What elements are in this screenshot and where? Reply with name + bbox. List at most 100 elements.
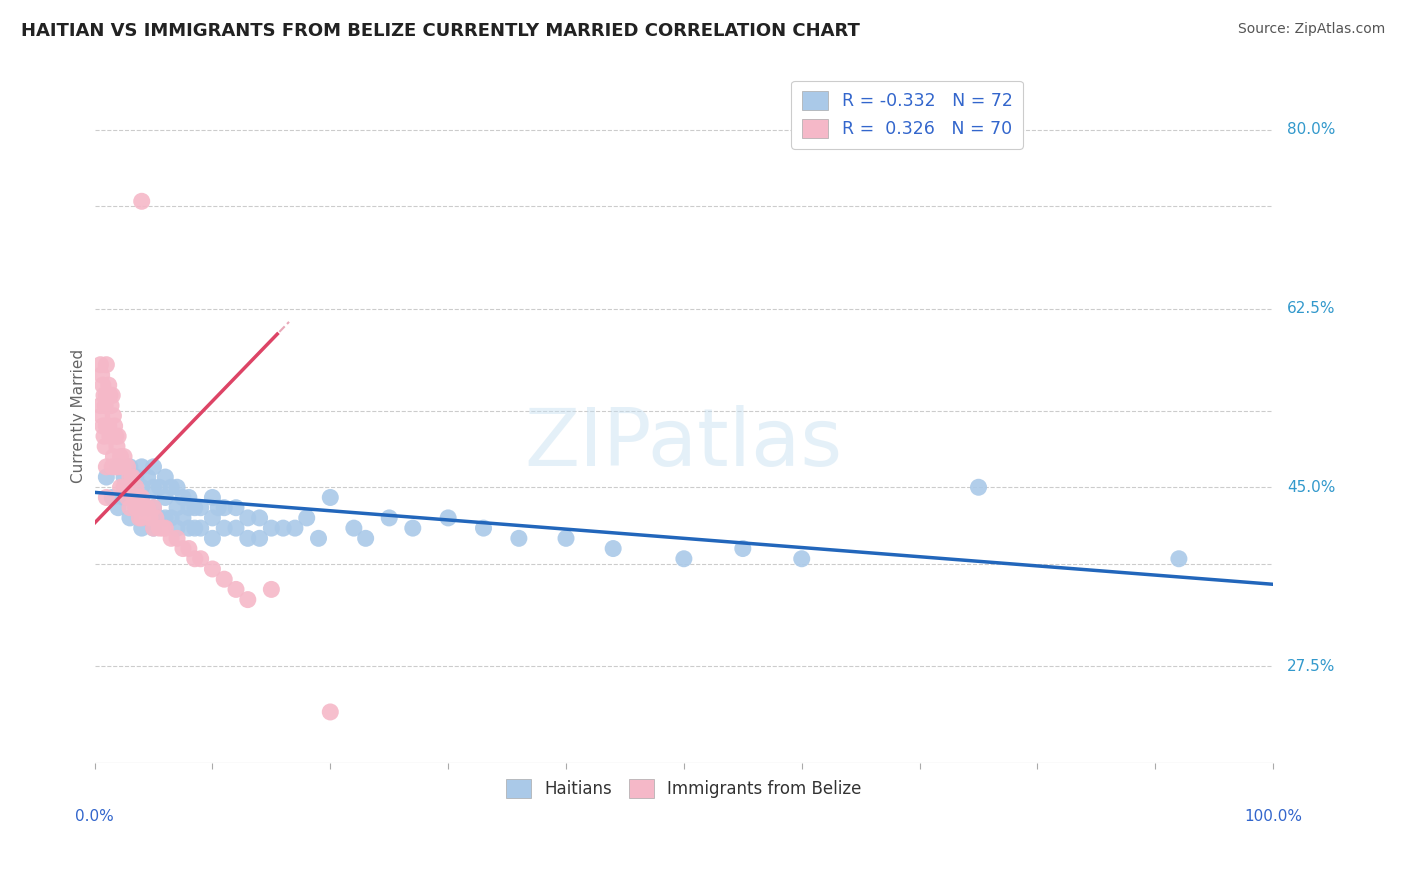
Point <box>125 500 148 515</box>
Point <box>354 532 377 546</box>
Point <box>98 429 121 443</box>
Point <box>148 480 170 494</box>
Point <box>94 399 117 413</box>
Point <box>98 388 121 402</box>
Point <box>155 491 177 505</box>
Point <box>142 521 165 535</box>
Point <box>201 562 224 576</box>
Text: 45.0%: 45.0% <box>1288 480 1336 495</box>
Point <box>118 470 141 484</box>
Point <box>104 429 127 443</box>
Point <box>136 500 159 515</box>
Point <box>967 480 990 494</box>
Point <box>160 480 183 494</box>
Point <box>201 532 224 546</box>
Point <box>131 521 153 535</box>
Point <box>118 459 141 474</box>
Point <box>555 532 578 546</box>
Point <box>125 480 148 494</box>
Text: HAITIAN VS IMMIGRANTS FROM BELIZE CURRENTLY MARRIED CORRELATION CHART: HAITIAN VS IMMIGRANTS FROM BELIZE CURREN… <box>21 22 860 40</box>
Point <box>201 491 224 505</box>
Point <box>308 532 330 546</box>
Y-axis label: Currently Married: Currently Married <box>72 349 86 483</box>
Point <box>508 532 530 546</box>
Point <box>100 399 122 413</box>
Point <box>91 378 114 392</box>
Point <box>155 521 177 535</box>
Point <box>105 439 128 453</box>
Point <box>207 500 229 515</box>
Point <box>249 532 271 546</box>
Point <box>1167 551 1189 566</box>
Text: 0.0%: 0.0% <box>75 809 114 824</box>
Point <box>472 521 495 535</box>
Point <box>97 419 120 434</box>
Point <box>112 450 135 464</box>
Point <box>148 511 170 525</box>
Point <box>236 592 259 607</box>
Point <box>190 521 212 535</box>
Point <box>190 551 212 566</box>
Point <box>104 459 127 474</box>
Point <box>103 450 125 464</box>
Point <box>790 551 813 566</box>
Text: Source: ZipAtlas.com: Source: ZipAtlas.com <box>1237 22 1385 37</box>
Point <box>225 500 247 515</box>
Point <box>212 500 235 515</box>
Point <box>136 500 159 515</box>
Point <box>125 500 148 515</box>
Point <box>89 399 111 413</box>
Point <box>172 491 194 505</box>
Point <box>96 388 118 402</box>
Point <box>145 511 167 525</box>
Point <box>103 409 125 423</box>
Point <box>166 532 188 546</box>
Point <box>152 521 174 535</box>
Point <box>142 521 165 535</box>
Point <box>166 521 188 535</box>
Point <box>343 521 366 535</box>
Point <box>90 409 112 423</box>
Point <box>172 511 194 525</box>
Point <box>155 470 177 484</box>
Point <box>184 500 207 515</box>
Point <box>110 450 132 464</box>
Point <box>101 429 124 443</box>
Point <box>319 491 342 505</box>
Point <box>131 511 153 525</box>
Point <box>118 491 141 505</box>
Point <box>101 491 124 505</box>
Point <box>94 439 117 453</box>
Point <box>118 500 141 515</box>
Point <box>139 511 162 525</box>
Point <box>190 500 212 515</box>
Point <box>118 511 141 525</box>
Point <box>437 511 460 525</box>
Point <box>101 459 124 474</box>
Text: 62.5%: 62.5% <box>1288 301 1336 316</box>
Point <box>319 705 342 719</box>
Point <box>402 521 425 535</box>
Point <box>160 532 183 546</box>
Point <box>96 459 118 474</box>
Point <box>672 551 695 566</box>
Point <box>731 541 754 556</box>
Point <box>184 521 207 535</box>
Point <box>117 459 139 474</box>
Point <box>107 429 129 443</box>
Point <box>271 521 294 535</box>
Point <box>184 551 207 566</box>
Point <box>212 572 235 586</box>
Point <box>117 491 139 505</box>
Point <box>131 194 153 209</box>
Point <box>249 511 271 525</box>
Point <box>212 521 235 535</box>
Point <box>177 500 200 515</box>
Point <box>127 491 149 505</box>
Point <box>90 368 112 382</box>
Point <box>177 491 200 505</box>
Text: 80.0%: 80.0% <box>1288 122 1336 137</box>
Point <box>93 388 115 402</box>
Point <box>132 500 155 515</box>
Point <box>236 511 259 525</box>
